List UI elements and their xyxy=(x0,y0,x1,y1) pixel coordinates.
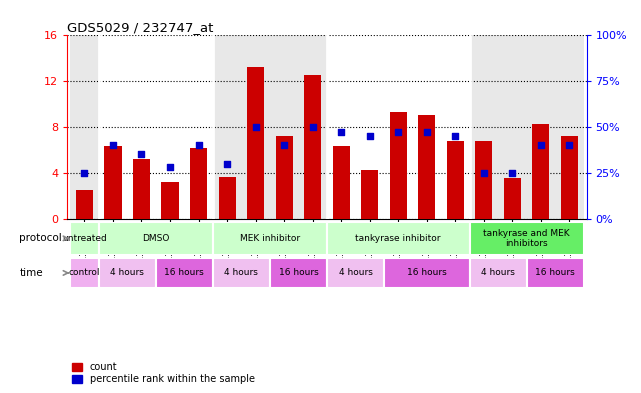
Bar xyxy=(76,190,93,219)
Text: 16 hours: 16 hours xyxy=(278,268,319,277)
Bar xyxy=(156,258,213,288)
Text: 4 hours: 4 hours xyxy=(224,268,258,277)
Bar xyxy=(327,35,470,219)
Bar xyxy=(270,258,327,288)
Text: 16 hours: 16 hours xyxy=(535,268,575,277)
Text: tankyrase inhibitor: tankyrase inhibitor xyxy=(356,234,441,243)
Bar xyxy=(470,35,584,219)
Point xyxy=(393,129,403,136)
Point xyxy=(194,142,204,149)
Point xyxy=(251,124,261,130)
Bar xyxy=(213,35,327,219)
Bar xyxy=(327,258,384,288)
Bar xyxy=(470,222,584,255)
Bar xyxy=(104,147,122,219)
Bar xyxy=(527,258,584,288)
Bar xyxy=(213,258,270,288)
Bar xyxy=(247,68,264,219)
Text: MEK inhibitor: MEK inhibitor xyxy=(240,234,300,243)
Text: protocol: protocol xyxy=(19,233,62,243)
Bar xyxy=(133,159,150,219)
Text: untreated: untreated xyxy=(62,234,107,243)
Point xyxy=(365,133,375,139)
Bar xyxy=(361,171,378,219)
Bar xyxy=(190,147,207,219)
Bar xyxy=(99,35,213,219)
Bar xyxy=(384,258,470,288)
Point xyxy=(564,142,574,149)
Bar xyxy=(475,141,492,219)
Bar xyxy=(561,136,578,219)
Point xyxy=(507,170,517,176)
Point xyxy=(536,142,546,149)
Bar xyxy=(327,222,470,255)
Bar xyxy=(99,222,213,255)
Text: 4 hours: 4 hours xyxy=(110,268,144,277)
Bar xyxy=(162,182,179,219)
Point xyxy=(479,170,489,176)
Text: 4 hours: 4 hours xyxy=(338,268,372,277)
Bar xyxy=(99,258,156,288)
Bar xyxy=(390,112,407,219)
Bar xyxy=(304,75,321,219)
Legend: count, percentile rank within the sample: count, percentile rank within the sample xyxy=(72,362,254,384)
Text: GDS5029 / 232747_at: GDS5029 / 232747_at xyxy=(67,21,213,34)
Point xyxy=(108,142,118,149)
Text: tankyrase and MEK
inhibitors: tankyrase and MEK inhibitors xyxy=(483,229,570,248)
Text: time: time xyxy=(19,268,43,278)
Bar xyxy=(333,147,350,219)
Point xyxy=(279,142,289,149)
Point xyxy=(336,129,346,136)
Point xyxy=(308,124,318,130)
Point xyxy=(450,133,460,139)
Bar xyxy=(418,116,435,219)
Point xyxy=(79,170,90,176)
Bar xyxy=(470,258,527,288)
Point xyxy=(222,160,232,167)
Bar xyxy=(70,222,99,255)
Bar xyxy=(532,123,549,219)
Text: control: control xyxy=(69,268,100,277)
Bar xyxy=(70,258,99,288)
Point xyxy=(165,164,175,171)
Bar xyxy=(213,222,327,255)
Bar xyxy=(276,136,293,219)
Bar xyxy=(219,177,236,219)
Bar xyxy=(70,35,99,219)
Text: 16 hours: 16 hours xyxy=(164,268,204,277)
Text: DMSO: DMSO xyxy=(142,234,169,243)
Bar xyxy=(447,141,464,219)
Point xyxy=(137,151,147,158)
Point xyxy=(422,129,432,136)
Text: 4 hours: 4 hours xyxy=(481,268,515,277)
Bar xyxy=(504,178,521,219)
Text: 16 hours: 16 hours xyxy=(407,268,447,277)
